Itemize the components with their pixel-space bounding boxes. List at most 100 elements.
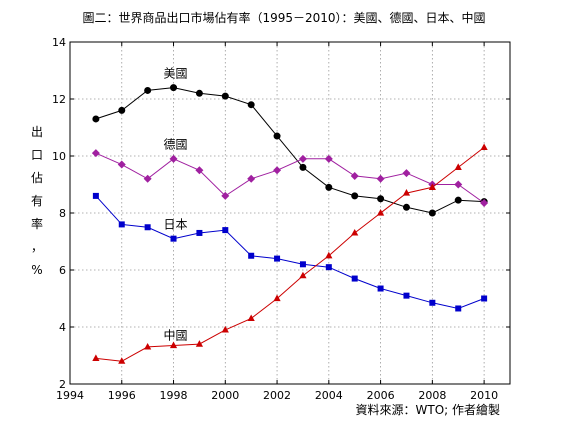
- data-point: [247, 314, 255, 322]
- y-axis-label-char: 口: [31, 148, 43, 162]
- y-axis-ticks: 2 4 6 8 10 12 14: [52, 36, 510, 391]
- series-diamond: 德國: [91, 137, 489, 208]
- data-point: [454, 196, 462, 204]
- y-tick-label: 6: [59, 264, 66, 277]
- x-axis-ticks: 1994 1996 1998 2000 2002 2004 2006 2008 2010: [56, 42, 498, 402]
- data-point: [351, 192, 359, 200]
- data-point: [376, 174, 385, 183]
- y-axis-label-char: 有: [31, 194, 43, 208]
- y-axis-label-char: 佔: [31, 171, 43, 185]
- data-point: [324, 154, 333, 163]
- data-point: [402, 169, 411, 178]
- data-point: [351, 228, 359, 236]
- x-tick-label: 1998: [160, 389, 188, 402]
- data-point: [273, 166, 282, 175]
- data-point: [429, 299, 436, 306]
- x-tick-label: 2002: [263, 389, 291, 402]
- data-point: [377, 285, 384, 292]
- series-line: [95, 152, 485, 204]
- data-point: [325, 264, 332, 271]
- data-point: [299, 271, 307, 279]
- data-point: [274, 255, 281, 262]
- series-label: 日本: [164, 217, 188, 231]
- data-point: [144, 86, 152, 94]
- data-point: [454, 163, 462, 170]
- data-point: [117, 160, 126, 169]
- series-square: 日本: [92, 192, 488, 312]
- y-axis-label-char: %: [31, 263, 42, 277]
- data-point: [299, 261, 306, 268]
- data-point: [299, 163, 307, 171]
- series-label: 中國: [164, 328, 188, 343]
- data-point: [351, 275, 358, 282]
- data-point: [454, 180, 463, 189]
- y-tick-label: 2: [59, 378, 66, 391]
- series-line: [95, 87, 485, 214]
- x-tick-label: 1996: [108, 389, 136, 402]
- data-point: [273, 294, 281, 302]
- data-point: [195, 340, 204, 347]
- data-point: [298, 154, 307, 163]
- y-tick-label: 4: [59, 321, 66, 334]
- x-tick-label: 2004: [315, 389, 343, 402]
- data-point: [118, 106, 126, 114]
- data-point: [325, 251, 333, 259]
- data-point: [402, 203, 410, 211]
- data-point: [222, 227, 229, 234]
- y-tick-label: 10: [52, 150, 66, 163]
- data-point: [455, 305, 462, 312]
- data-point: [92, 115, 100, 123]
- data-point: [428, 209, 436, 217]
- data-point: [221, 325, 229, 333]
- x-tick-label: 2006: [367, 389, 395, 402]
- data-point: [248, 252, 255, 259]
- y-tick-label: 12: [52, 93, 66, 106]
- grid: [70, 42, 510, 384]
- data-point: [480, 199, 489, 208]
- data-point: [247, 174, 256, 183]
- data-point: [221, 191, 230, 200]
- data-point: [402, 189, 411, 196]
- data-point: [118, 221, 125, 228]
- data-point: [195, 166, 204, 175]
- data-point: [376, 209, 385, 216]
- y-tick-label: 14: [52, 36, 66, 49]
- data-point: [428, 183, 436, 190]
- data-point: [170, 84, 178, 92]
- x-tick-label: 1994: [56, 389, 84, 402]
- data-point: [221, 92, 229, 100]
- data-point: [195, 89, 203, 97]
- y-axis-label-char: 率: [31, 216, 43, 231]
- data-point: [403, 292, 410, 299]
- y-tick-label: 8: [59, 207, 66, 220]
- data-point: [325, 183, 333, 191]
- data-point: [144, 342, 152, 350]
- data-point: [377, 195, 385, 203]
- data-point: [350, 171, 359, 180]
- data-point: [91, 149, 100, 158]
- series-line: [95, 195, 485, 310]
- data-point: [247, 101, 255, 109]
- data-point: [480, 143, 488, 151]
- series-triangle: 中國: [92, 143, 488, 364]
- y-axis-label-char: ，: [31, 240, 43, 254]
- data-point: [92, 192, 99, 199]
- data-point: [92, 354, 100, 361]
- data-point: [169, 154, 178, 163]
- data-point: [273, 132, 281, 140]
- x-tick-label: 2000: [211, 389, 239, 402]
- data-point: [196, 229, 203, 236]
- x-tick-label: 2008: [418, 389, 446, 402]
- data-point: [170, 235, 177, 242]
- data-point: [118, 357, 126, 364]
- data-point: [144, 224, 151, 231]
- series-line: [95, 147, 485, 362]
- series-label: 美國: [164, 66, 188, 80]
- x-tick-label: 2010: [470, 389, 498, 402]
- source-note: 資料來源：WTO; 作者繪製: [356, 402, 501, 417]
- series-label: 德國: [164, 137, 188, 152]
- series-circle: 美國: [92, 66, 488, 217]
